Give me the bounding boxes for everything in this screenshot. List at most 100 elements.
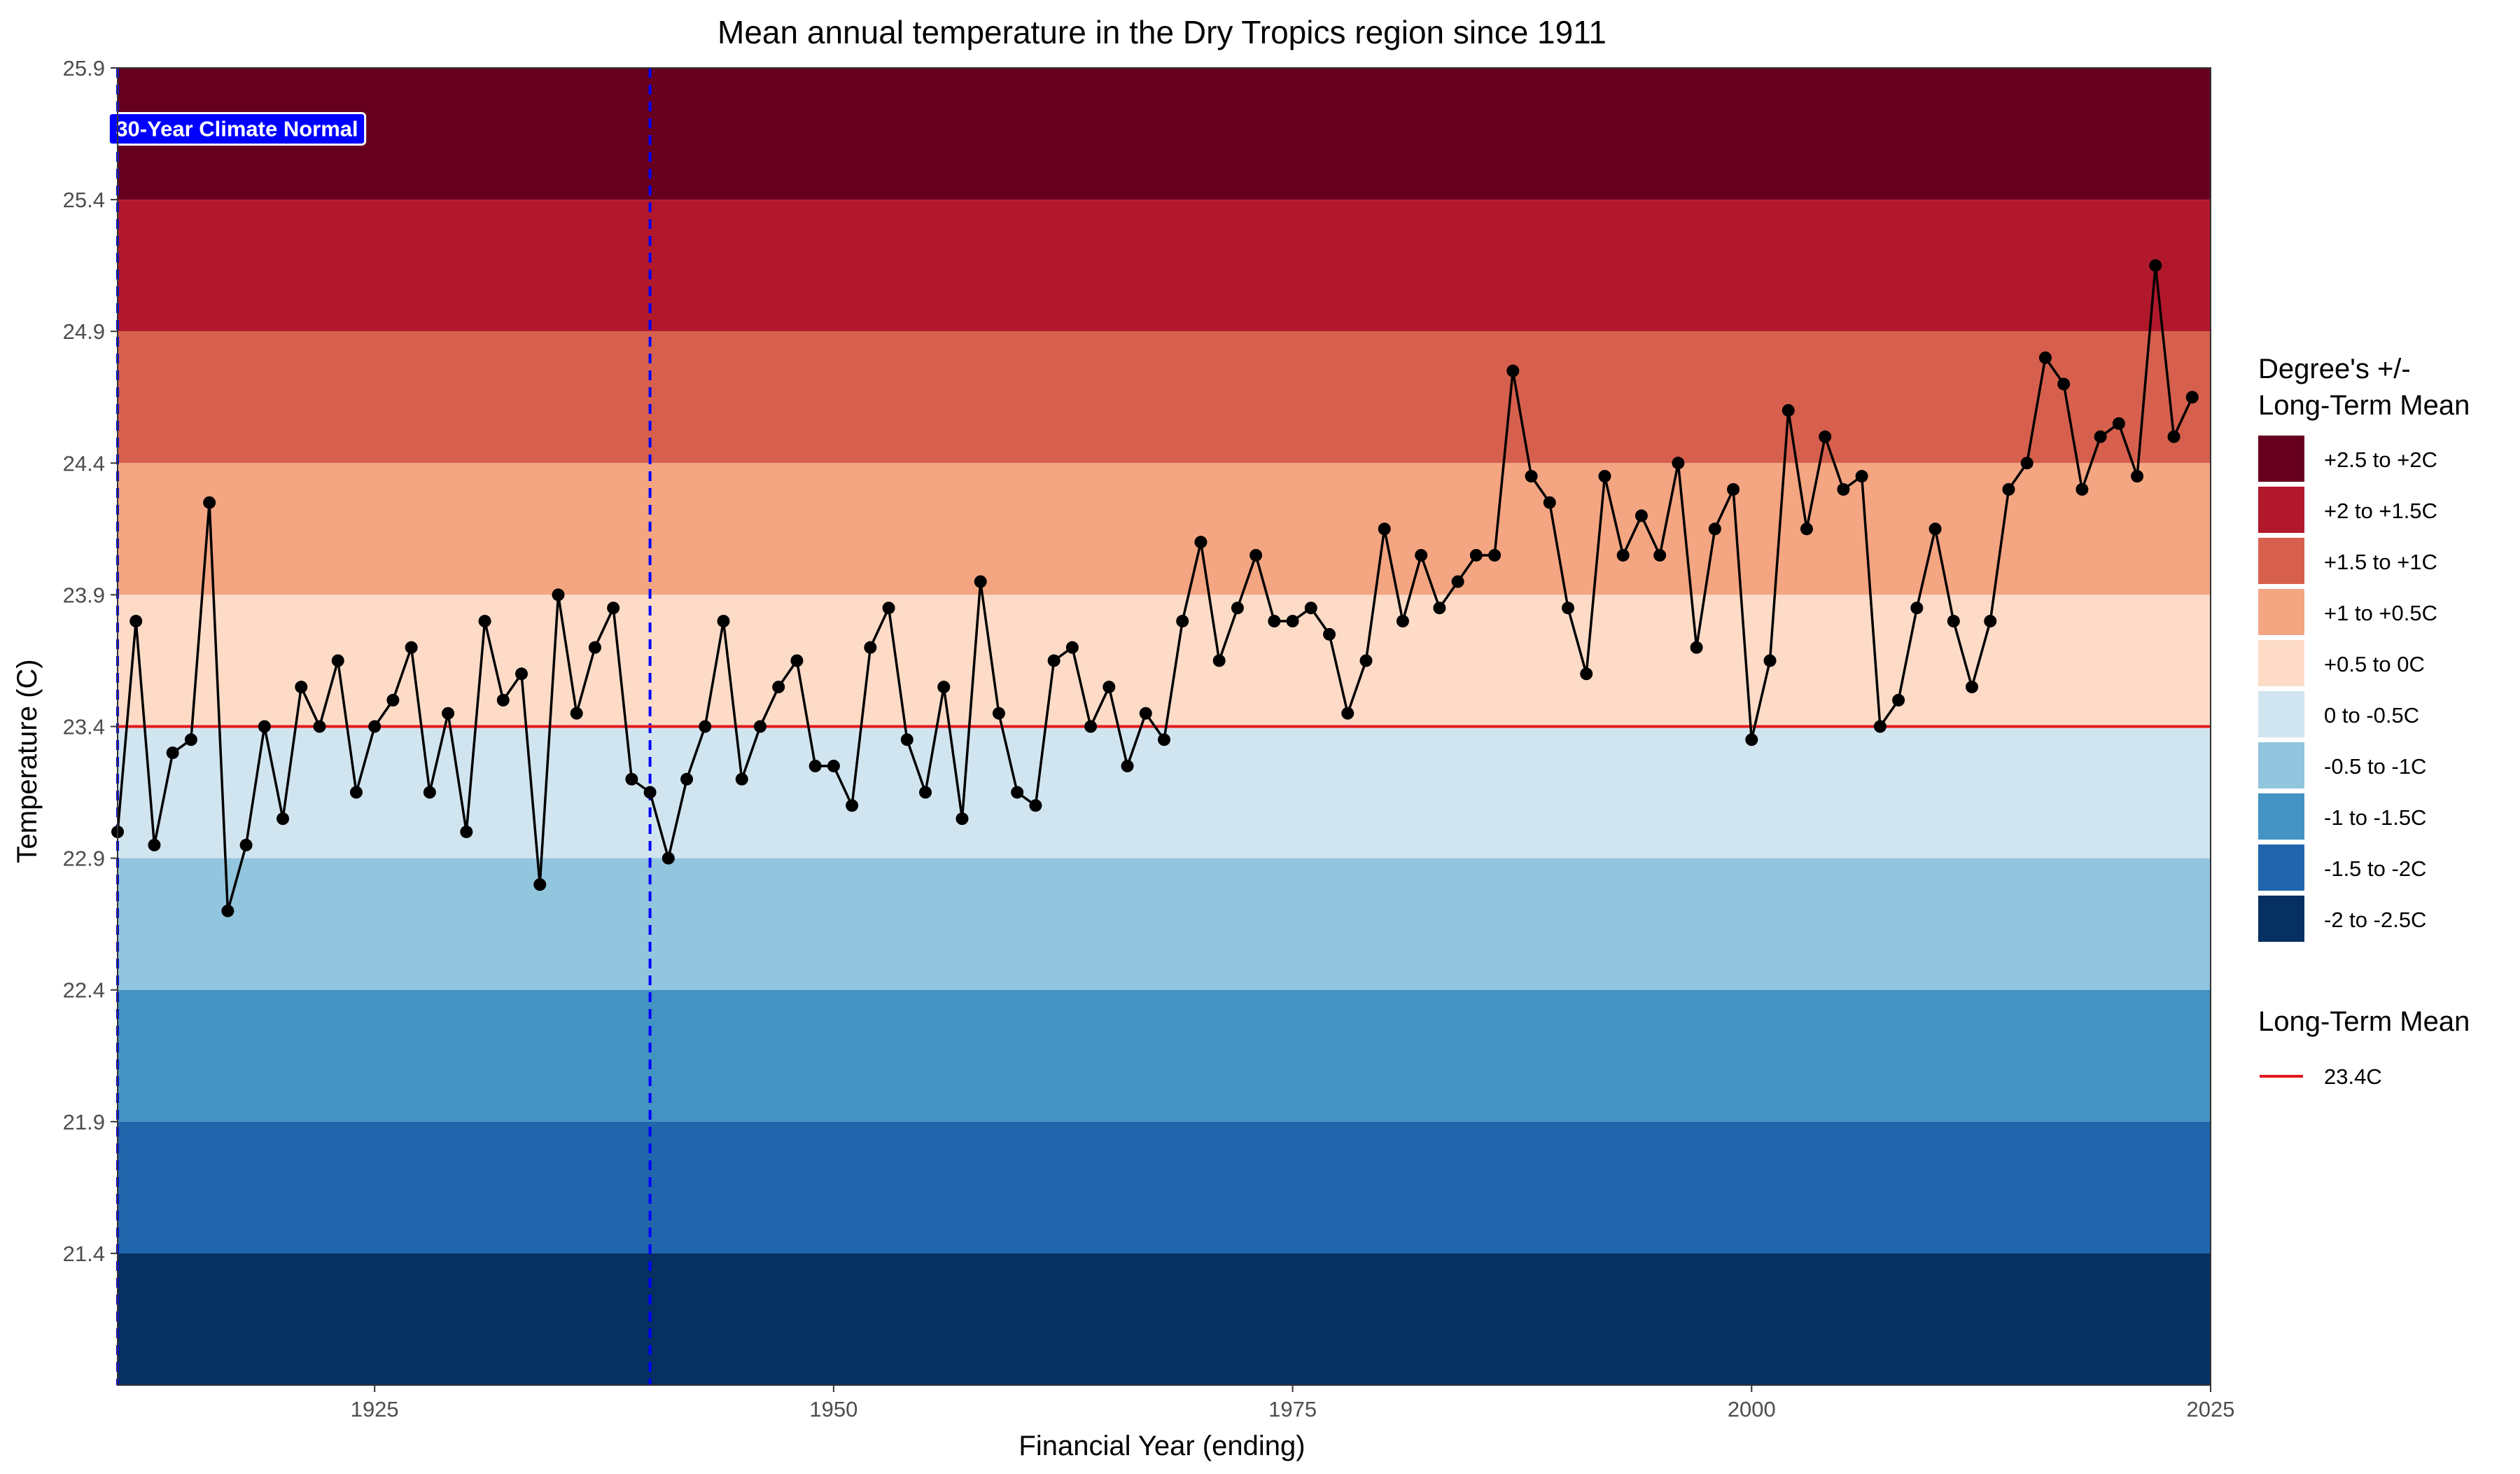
axes: 21.4 21.9 22.4 22.9 23.4 23.9 24.4 24.9 25.4 25.9… — [63, 56, 2235, 1421]
temperature-band-8 — [118, 1121, 2211, 1253]
data-point-1980 — [1378, 522, 1391, 536]
temperature-band-1 — [118, 200, 2211, 332]
data-point-1953 — [882, 602, 895, 615]
data-point-1972 — [1231, 602, 1244, 615]
data-point-2017 — [2057, 377, 2071, 391]
data-point-1974 — [1268, 615, 1281, 628]
data-point-1970 — [1194, 536, 1208, 549]
legend-swatch-8 — [2258, 844, 2304, 891]
data-point-1913 — [148, 838, 161, 851]
data-point-1969 — [1176, 615, 1189, 628]
data-point-1998 — [1708, 522, 1721, 536]
y-tick-label: 25.9 — [63, 56, 105, 81]
y-tick-label: 21.9 — [63, 1110, 105, 1134]
legend: Degree's +/- Long-Term Mean +2.5 to +2C +2 … — [2258, 354, 2470, 1089]
data-point-2007 — [1873, 720, 1886, 733]
data-point-1988 — [1525, 470, 1538, 483]
data-point-1994 — [1634, 509, 1648, 522]
temperature-band-9 — [118, 1253, 2211, 1385]
data-point-1918 — [239, 838, 253, 851]
data-point-2002 — [1782, 404, 1795, 417]
data-point-1997 — [1690, 641, 1703, 654]
data-point-1945 — [735, 772, 748, 786]
data-point-1923 — [331, 654, 344, 667]
legend-mean-label: 23.4C — [2324, 1064, 2382, 1089]
data-point-1958 — [974, 575, 987, 588]
data-point-1934 — [533, 878, 547, 891]
temperature-band-6 — [118, 858, 2211, 990]
legend-title-line-1: Degree's +/- — [2258, 354, 2411, 384]
x-tick-label: 2000 — [1728, 1397, 1776, 1421]
data-point-1981 — [1396, 615, 1409, 628]
data-point-1916 — [203, 496, 216, 509]
data-point-2008 — [1892, 693, 1905, 707]
data-point-2000 — [1745, 733, 1758, 746]
data-point-2019 — [2094, 430, 2107, 443]
climate-normal-label-box — [107, 112, 367, 146]
data-point-1977 — [1323, 627, 1336, 641]
data-point-1932 — [496, 693, 510, 707]
data-point-1920 — [276, 812, 290, 826]
data-point-1927 — [405, 641, 418, 654]
data-point-1928 — [423, 786, 436, 799]
data-point-1943 — [699, 720, 712, 733]
temperature-band-7 — [118, 989, 2211, 1122]
data-point-2010 — [1928, 522, 1942, 536]
climate-normal-label: 30-Year Climate Normal — [115, 117, 358, 141]
legend-label-7: -1 to -1.5C — [2324, 805, 2426, 830]
data-point-1931 — [478, 615, 491, 628]
data-point-1949 — [808, 759, 822, 772]
data-point-1982 — [1415, 548, 1428, 562]
data-point-1965 — [1102, 681, 1116, 694]
data-point-2014 — [2002, 482, 2015, 496]
data-point-1999 — [1727, 482, 1740, 496]
data-point-2015 — [2020, 457, 2033, 470]
data-point-2021 — [2131, 470, 2144, 483]
data-point-1984 — [1451, 575, 1464, 588]
data-point-1946 — [753, 720, 766, 733]
x-tick-label: 1950 — [809, 1397, 858, 1421]
legend-swatch-2 — [2258, 538, 2304, 584]
data-point-1957 — [955, 812, 969, 826]
data-point-1939 — [625, 772, 638, 786]
data-point-2006 — [1855, 470, 1868, 483]
data-point-1964 — [1084, 720, 1098, 733]
legend-swatch-3 — [2258, 589, 2304, 635]
temperature-series — [111, 259, 2199, 917]
data-point-1955 — [919, 786, 932, 799]
temperature-band-2 — [118, 331, 2211, 464]
data-point-1952 — [864, 641, 877, 654]
data-point-1940 — [643, 786, 657, 799]
legend-label-5: 0 to -0.5C — [2324, 703, 2419, 728]
legend-swatch-1 — [2258, 487, 2304, 533]
data-point-1992 — [1598, 470, 1611, 483]
legend-label-1: +2 to +1.5C — [2324, 499, 2437, 523]
data-point-1919 — [258, 720, 271, 733]
data-point-1963 — [1065, 641, 1079, 654]
y-tick-label: 25.4 — [63, 188, 105, 212]
data-point-1973 — [1250, 548, 1263, 562]
data-point-2018 — [2076, 482, 2089, 496]
data-point-1954 — [900, 733, 913, 746]
data-point-2020 — [2112, 417, 2125, 430]
y-tick-label: 24.4 — [63, 451, 105, 475]
data-point-1971 — [1212, 654, 1226, 667]
y-tick-label: 22.4 — [63, 978, 105, 1003]
legend-label-4: +0.5 to 0C — [2324, 652, 2425, 676]
data-point-1959 — [992, 707, 1005, 720]
data-point-1917 — [221, 904, 234, 917]
x-tick-label: 1925 — [351, 1397, 399, 1421]
data-point-1929 — [442, 707, 455, 720]
legend-label-0: +2.5 to +2C — [2324, 447, 2437, 472]
temperature-band-3 — [118, 463, 2211, 595]
data-point-1967 — [1139, 707, 1152, 720]
legend-swatch-4 — [2258, 640, 2304, 686]
data-point-1937 — [588, 641, 601, 654]
y-tick-label: 24.9 — [63, 319, 105, 344]
data-point-1956 — [937, 681, 951, 694]
data-point-1968 — [1158, 733, 1170, 746]
legend-title-line-2: Long-Term Mean — [2258, 390, 2470, 421]
data-point-2022 — [2149, 259, 2162, 272]
